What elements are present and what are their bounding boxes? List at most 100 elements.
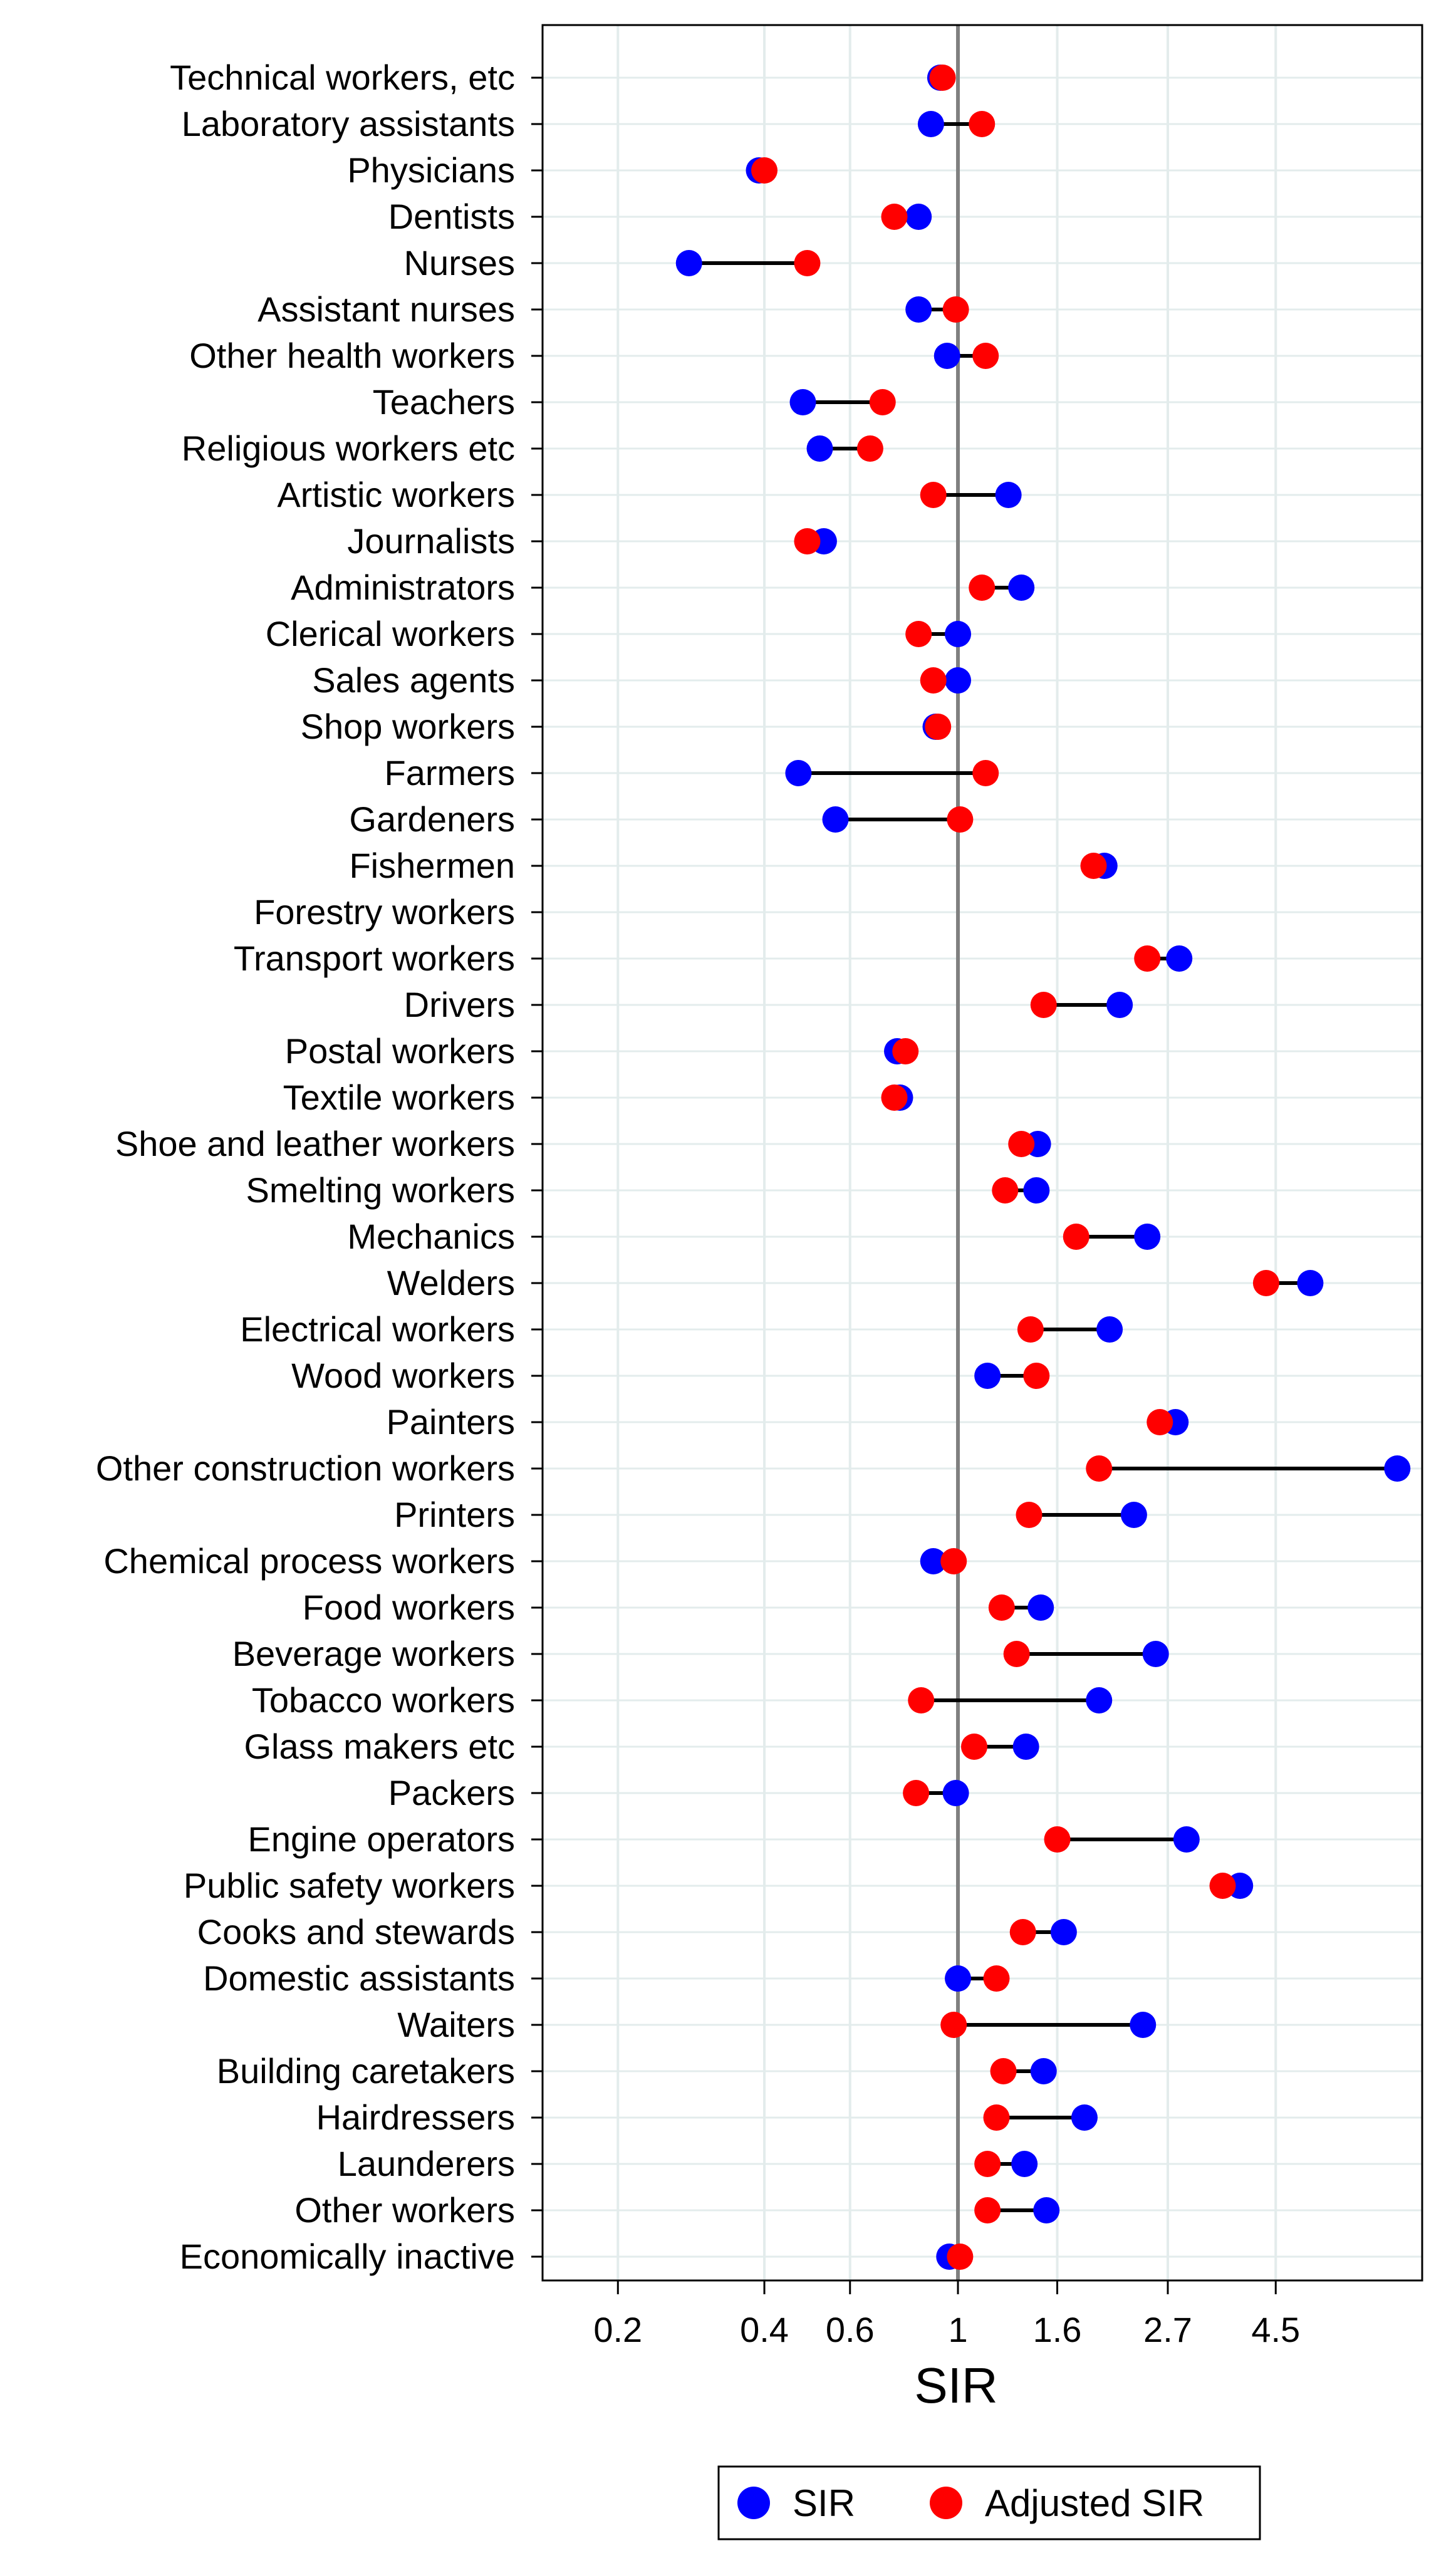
- legend-sir-label: SIR: [793, 2482, 855, 2524]
- category-label: Smelting workers: [246, 1170, 515, 1210]
- adjusted-sir-point: [1030, 992, 1057, 1018]
- adjusted-sir-point: [983, 1965, 1010, 1992]
- category-label: Transport workers: [234, 939, 515, 978]
- adjusted-sir-point: [892, 1038, 919, 1064]
- sir-point: [995, 482, 1022, 508]
- category-label: Administrators: [291, 568, 515, 607]
- adjusted-sir-point: [1017, 1316, 1044, 1343]
- category-label: Teachers: [373, 382, 515, 422]
- sir-point: [1173, 1826, 1200, 1853]
- legend-adjusted-sir-marker: [930, 2487, 962, 2519]
- adjusted-sir-point: [920, 667, 947, 694]
- adjusted-sir-point: [1147, 1409, 1173, 1435]
- legend: SIR Adjusted SIR: [717, 2465, 1261, 2540]
- points: [675, 65, 1411, 2270]
- sir-point: [945, 667, 972, 694]
- adjusted-sir-point: [1008, 1131, 1035, 1157]
- adjusted-sir-point: [1023, 1363, 1050, 1389]
- sir-point: [1071, 2104, 1098, 2131]
- category-label: Assistant nurses: [257, 289, 515, 329]
- adjusted-sir-point: [881, 1084, 908, 1111]
- x-tick-label: 4.5: [1251, 2310, 1300, 2349]
- adjusted-sir-point: [947, 806, 974, 833]
- category-label: Glass makers etc: [244, 1727, 515, 1766]
- x-tick-label: 0.2: [593, 2310, 642, 2349]
- adjusted-sir-point: [942, 296, 969, 323]
- adjusted-sir-point: [1080, 853, 1107, 879]
- adjusted-sir-point: [974, 2151, 1001, 2177]
- sir-point: [1297, 1270, 1324, 1296]
- adjusted-sir-point: [869, 389, 896, 415]
- adjusted-sir-point: [969, 575, 996, 601]
- x-tick-label: 0.6: [826, 2310, 875, 2349]
- plot-frame-layer: [531, 24, 1423, 2282]
- category-label: Forestry workers: [254, 892, 515, 932]
- legend-sir-marker: [737, 2487, 770, 2519]
- adjusted-sir-point: [1003, 1641, 1030, 1667]
- category-label: Beverage workers: [232, 1634, 515, 1673]
- x-axis-title: SIR: [914, 2358, 997, 2413]
- adjusted-sir-point: [794, 250, 821, 276]
- adjusted-sir-point: [974, 2197, 1001, 2223]
- sir-point: [1384, 1455, 1411, 1482]
- sir-point: [1120, 1502, 1147, 1528]
- adjusted-sir-point: [751, 157, 778, 184]
- adjusted-sir-point: [983, 2104, 1010, 2131]
- adjusted-sir-point: [972, 760, 999, 786]
- sir-point: [917, 111, 944, 137]
- adjusted-sir-point: [940, 2012, 967, 2038]
- category-label: Economically inactive: [180, 2237, 515, 2276]
- sir-point: [942, 1780, 969, 1806]
- sir-point: [1011, 2151, 1038, 2177]
- adjusted-sir-point: [1016, 1502, 1043, 1528]
- adjusted-sir-point: [929, 65, 956, 91]
- adjusted-sir-point: [1063, 1224, 1089, 1250]
- category-label: Electrical workers: [240, 1309, 515, 1349]
- category-label: Waiters: [397, 2005, 515, 2044]
- sir-point: [789, 389, 816, 415]
- legend-adjusted-sir-label: Adjusted SIR: [985, 2482, 1204, 2524]
- category-label: Artistic workers: [277, 475, 515, 514]
- adjusted-sir-point: [940, 1548, 967, 1574]
- adjusted-sir-point: [1009, 1919, 1036, 1945]
- sir-point: [1134, 1224, 1161, 1250]
- category-label: Launderers: [338, 2144, 515, 2183]
- category-label: Shop workers: [301, 707, 515, 746]
- sir-point: [785, 760, 812, 786]
- category-label: Nurses: [404, 243, 515, 283]
- category-label: Physicians: [347, 150, 515, 190]
- category-label: Shoe and leather workers: [115, 1124, 515, 1163]
- x-tick-label: 1.6: [1033, 2310, 1082, 2349]
- sir-point: [1086, 1687, 1113, 1713]
- adjusted-sir-point: [794, 528, 821, 554]
- category-label: Cooks and stewards: [197, 1912, 515, 1952]
- category-label: Food workers: [303, 1588, 515, 1627]
- adjusted-sir-point: [905, 621, 932, 647]
- category-label: Fishermen: [349, 846, 515, 885]
- sir-point: [1033, 2197, 1060, 2223]
- sir-point: [945, 621, 972, 647]
- category-label: Other construction workers: [96, 1448, 515, 1488]
- sir-point: [806, 435, 833, 462]
- adjusted-sir-point: [1209, 1873, 1236, 1899]
- sir-point: [822, 806, 849, 833]
- sir-point: [675, 250, 702, 276]
- sir-point: [1008, 575, 1035, 601]
- category-label: Religious workers etc: [182, 429, 515, 468]
- category-label: Welders: [387, 1263, 515, 1302]
- adjusted-sir-point: [908, 1687, 935, 1713]
- category-label: Engine operators: [247, 1819, 515, 1859]
- sir-point: [1030, 2058, 1057, 2084]
- category-label: Tobacco workers: [252, 1680, 515, 1720]
- sir-point: [905, 296, 932, 323]
- category-label: Gardeners: [349, 799, 515, 839]
- sir-point: [905, 204, 932, 230]
- adjusted-sir-point: [969, 111, 996, 137]
- sir-point: [1050, 1919, 1077, 1945]
- category-label: Chemical process workers: [103, 1541, 515, 1581]
- category-label: Dentists: [388, 197, 515, 236]
- category-label: Drivers: [404, 985, 515, 1024]
- x-tick-label: 1: [948, 2310, 967, 2349]
- adjusted-sir-point: [992, 1177, 1019, 1204]
